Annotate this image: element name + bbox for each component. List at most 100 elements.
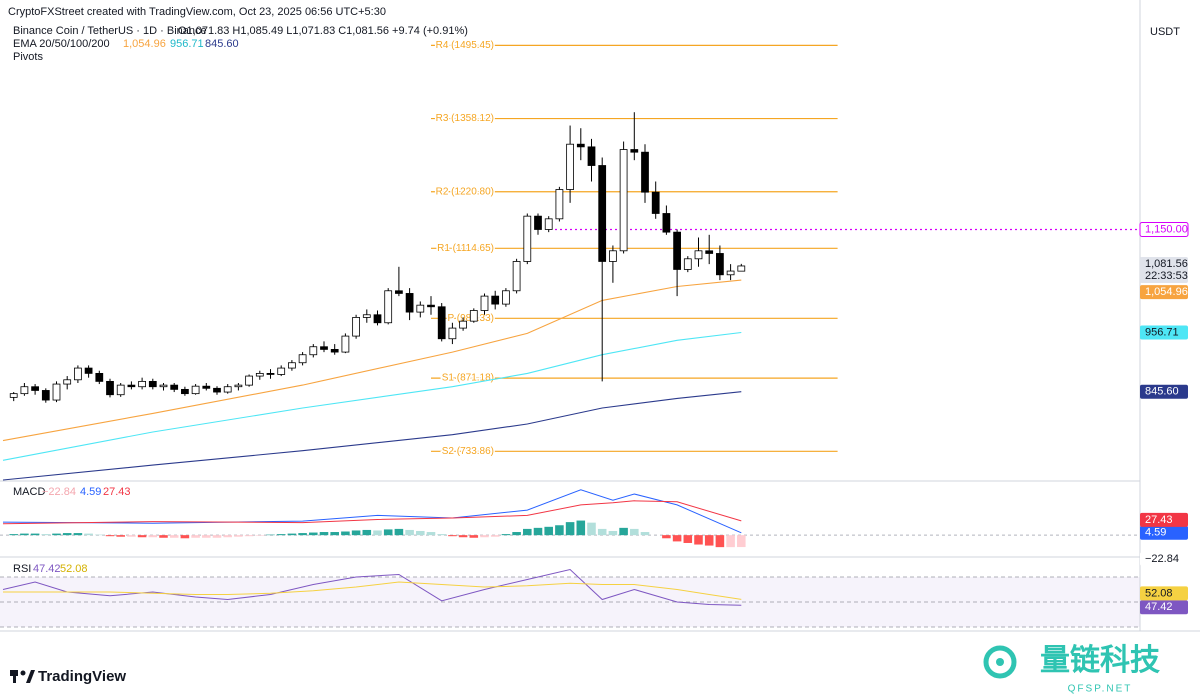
candle-body	[288, 362, 296, 369]
histogram-bar	[95, 534, 104, 536]
histogram-bar	[437, 534, 446, 536]
candle-body	[448, 327, 457, 340]
candle-body	[502, 290, 510, 305]
histogram-bar	[512, 532, 521, 536]
histogram-bar	[726, 535, 735, 548]
histogram-bar	[555, 525, 564, 536]
rsi-tag: 47.42	[1145, 601, 1173, 613]
histogram-bar	[373, 530, 382, 536]
candle-body	[416, 304, 425, 313]
ema-value: 845.60	[205, 38, 239, 50]
histogram-bar	[565, 522, 575, 536]
histogram-bar	[469, 535, 479, 538]
candle-body	[737, 265, 746, 272]
candle-body	[512, 261, 521, 292]
macd-hist-value: −22.84	[42, 486, 76, 498]
histogram-bar	[330, 532, 339, 536]
histogram-bar	[127, 535, 136, 537]
pivot-label: R2 (1220.80)	[436, 186, 494, 197]
histogram-bar	[662, 535, 671, 539]
currency: USDT	[1150, 26, 1180, 38]
candle-body	[587, 146, 596, 166]
ema-legend: EMA 20/50/100/200	[13, 38, 110, 50]
candle-body	[52, 383, 61, 401]
histogram-bar	[341, 531, 350, 536]
rsi-tag-bg	[1140, 600, 1188, 615]
rsi-ma-value: 52.08	[60, 563, 88, 575]
candle-body	[534, 215, 542, 230]
pivot-label: R4 (1495.45)	[436, 40, 494, 51]
candle-body	[74, 367, 82, 381]
candle-body	[362, 314, 371, 318]
histogram-bar	[52, 533, 61, 536]
histogram-bar	[116, 535, 125, 537]
candle-body	[170, 384, 179, 390]
histogram-bar	[426, 532, 436, 536]
histogram-bar	[608, 530, 618, 536]
candle-body	[459, 320, 467, 329]
candle-body	[309, 346, 318, 356]
histogram-bar	[458, 535, 468, 538]
ema-value: 1,054.96	[123, 38, 166, 50]
candle-body	[255, 372, 264, 377]
candle-body	[277, 367, 286, 375]
candle-body	[202, 385, 211, 389]
macd-tag: 27.43	[1145, 514, 1173, 526]
pivot-label: S1 (871.18)	[442, 373, 494, 384]
candle-body	[673, 231, 681, 270]
candle-body	[566, 143, 574, 190]
histogram-bar	[737, 535, 746, 548]
candle-body	[576, 143, 585, 148]
candle-body	[138, 380, 146, 388]
pivot-label: R3 (1358.12)	[436, 113, 494, 124]
last-price-tag: 1,081.56	[1145, 258, 1188, 270]
candle-body	[245, 375, 253, 386]
candle-body	[651, 191, 660, 214]
histogram-bar	[191, 535, 200, 538]
histogram-bar	[715, 535, 725, 548]
last-price-bg	[1140, 256, 1188, 283]
candle-body	[694, 250, 703, 260]
candle-body	[95, 372, 104, 382]
ema-tag: 1,054.96	[1145, 286, 1188, 298]
histogram-bar	[544, 526, 553, 536]
histogram-bar	[84, 533, 93, 536]
histogram-bar	[523, 528, 532, 536]
ema-tag: 845.60	[1145, 386, 1179, 398]
macd-tag-bg	[1140, 512, 1188, 527]
histogram-bar	[159, 535, 168, 538]
histogram-bar	[405, 529, 414, 536]
pivot-label: S2 (733.86)	[442, 446, 494, 457]
candle-body	[641, 151, 649, 193]
watermark: 量链科技	[1040, 643, 1160, 677]
candle-body	[84, 367, 93, 374]
histogram-bar	[448, 535, 457, 537]
candle-body	[683, 258, 692, 270]
histogram-bar	[383, 529, 393, 536]
candle-body	[405, 293, 414, 313]
candle-body	[181, 388, 189, 395]
ema-tag-bg	[1140, 325, 1188, 340]
plot-layer: R4 (1495.45) R3 (1358.12) R2 (1220.80) R1 (…	[0, 38, 1140, 628]
candle-body	[330, 349, 339, 353]
histogram-bar	[180, 535, 190, 539]
candle-body	[106, 380, 114, 396]
pivots-legend: Pivots	[13, 51, 43, 63]
rsi-value: 47.42	[33, 563, 61, 575]
candle-body	[619, 149, 628, 252]
candle-body	[437, 306, 446, 340]
candle-body	[148, 380, 157, 388]
candle-body	[373, 314, 382, 324]
histogram-bar	[490, 535, 500, 537]
countdown: 22:33:53	[1145, 270, 1188, 282]
macd-value: 4.59	[80, 486, 101, 498]
symbol: Binance Coin / TetherUS · 1D · Binance	[13, 25, 207, 37]
brand-logo	[10, 670, 35, 683]
histogram-bar	[223, 535, 232, 538]
histogram-bar	[287, 533, 297, 536]
histogram-bar	[480, 535, 489, 538]
indicator-line	[2, 500, 742, 525]
histogram-bar	[73, 533, 83, 536]
